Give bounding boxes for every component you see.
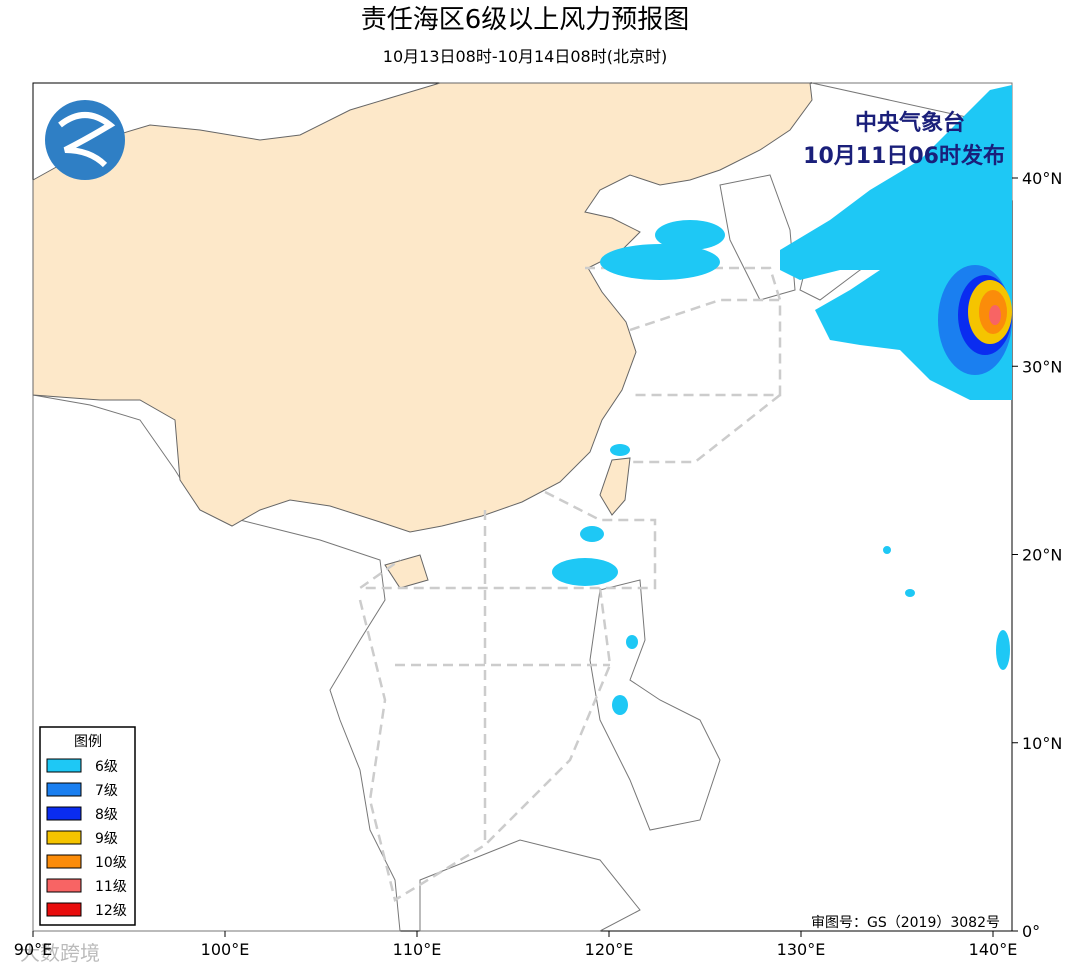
borneo	[419, 839, 641, 932]
legend-label: 7级	[95, 783, 118, 799]
y-tick-label: 30°N	[1022, 357, 1062, 376]
wind-area	[600, 244, 720, 280]
y-tick-label: 0°	[1022, 922, 1040, 941]
y-tick-label: 10°N	[1022, 734, 1062, 753]
wind-area	[612, 695, 628, 715]
legend: 图例 6级 7级 8级 9级 10级 11级 12级	[39, 726, 136, 926]
wind-area	[883, 546, 891, 554]
legend-box	[39, 726, 136, 926]
wind-area	[610, 444, 630, 456]
title: 责任海区6级以上风力预报图	[361, 5, 690, 35]
legend-label: 6级	[95, 759, 118, 775]
wind-area	[905, 589, 915, 597]
issuer-name: 中央气象台	[855, 110, 965, 136]
legend-label: 12级	[95, 903, 127, 919]
hainan	[384, 554, 429, 589]
map-code: 审图号：GS（2019）3082号	[811, 915, 1000, 931]
wind-area-11	[989, 305, 1001, 325]
wind-area	[655, 220, 725, 250]
legend-swatch	[46, 902, 82, 917]
wind-area	[626, 635, 638, 649]
philippines	[589, 579, 721, 831]
y-tick-label: 20°N	[1022, 546, 1062, 565]
wind-areas	[552, 85, 1012, 715]
subtitle: 10月13日08时-10月14日08时(北京时)	[383, 47, 667, 66]
wind-area	[552, 558, 618, 586]
legend-swatch	[46, 782, 82, 797]
legend-label: 8级	[95, 807, 118, 823]
x-tick-label: 130°E	[777, 940, 826, 959]
wind-area	[996, 630, 1010, 670]
issue-time: 10月11日06时发布	[803, 143, 1005, 169]
logo	[45, 100, 125, 180]
x-tick-label: 120°E	[585, 940, 634, 959]
legend-swatch	[46, 878, 82, 893]
taiwan	[599, 457, 631, 516]
y-tick-label: 40°N	[1022, 169, 1062, 188]
forecast-zones	[356, 266, 782, 902]
logo-mark	[58, 112, 116, 168]
x-tick-label: 100°E	[201, 940, 250, 959]
watermark: 大数跨境	[20, 941, 100, 965]
x-tick-label: 110°E	[393, 940, 442, 959]
wind-area	[580, 526, 604, 542]
x-tick-label: 90°E	[14, 940, 52, 959]
legend-swatch	[46, 854, 82, 869]
legend-swatch	[46, 758, 82, 773]
legend-label: 10级	[95, 855, 127, 871]
legend-title: 图例	[74, 734, 102, 750]
legend-swatch	[46, 830, 82, 845]
x-tick-label: 140°E	[969, 940, 1018, 959]
legend-label: 11级	[95, 879, 127, 895]
legend-label: 9级	[95, 831, 118, 847]
legend-swatch	[46, 806, 82, 821]
